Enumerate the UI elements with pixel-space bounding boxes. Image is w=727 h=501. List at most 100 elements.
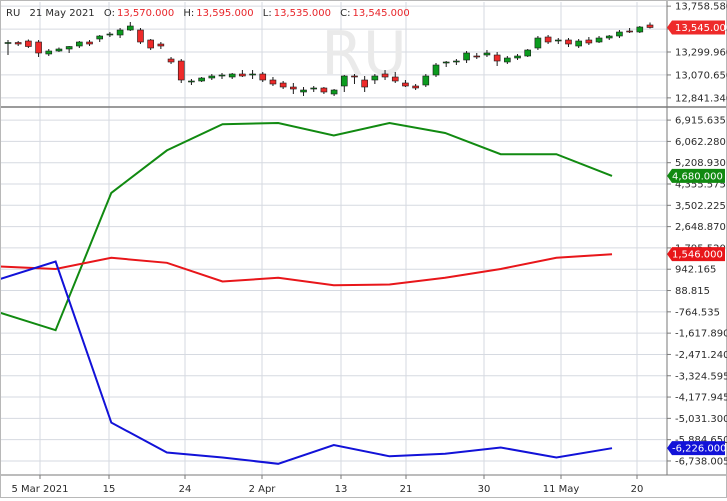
- candle[interactable]: [301, 87, 307, 96]
- candle-body-down: [351, 76, 357, 77]
- series-value-badge-2: 1,546.000: [667, 247, 725, 261]
- candle[interactable]: [494, 52, 500, 66]
- candle[interactable]: [178, 59, 184, 83]
- candle-body-down: [627, 31, 633, 32]
- candle-body-up: [616, 32, 622, 36]
- candle-body-down: [270, 80, 276, 84]
- candle-body-down: [137, 30, 143, 42]
- candle[interactable]: [443, 61, 449, 67]
- candle[interactable]: [25, 40, 31, 49]
- candle[interactable]: [46, 49, 52, 56]
- candle-body-up: [117, 30, 123, 35]
- date-label: 21 May 2021: [29, 8, 94, 19]
- candle[interactable]: [647, 23, 653, 29]
- line-series-3[interactable]: [0, 262, 612, 464]
- candle[interactable]: [606, 35, 612, 40]
- candle-body-up: [453, 61, 459, 62]
- candle[interactable]: [229, 73, 235, 79]
- candle[interactable]: [188, 79, 194, 85]
- candle[interactable]: [15, 41, 21, 46]
- candle[interactable]: [76, 41, 82, 48]
- price-tick-label: 12,841.340: [675, 93, 727, 104]
- candle[interactable]: [137, 28, 143, 44]
- candle[interactable]: [637, 26, 643, 33]
- candle[interactable]: [433, 63, 439, 77]
- candle-body-up: [311, 88, 317, 89]
- candle[interactable]: [596, 36, 602, 43]
- indicator-tick-label: 6,062.280: [675, 137, 726, 148]
- series-badge-label: -6,226.000: [672, 444, 727, 455]
- candle[interactable]: [464, 51, 470, 63]
- indicator-tick-label: -1,617.890: [675, 329, 727, 340]
- candle-body-up: [188, 81, 194, 82]
- candle[interactable]: [199, 77, 205, 82]
- line-series-group: [0, 123, 612, 464]
- indicator-tick-label: 6,915.635: [675, 116, 726, 127]
- candle[interactable]: [97, 35, 103, 42]
- candle[interactable]: [36, 40, 42, 57]
- candle-body-down: [168, 59, 174, 62]
- candle[interactable]: [321, 87, 327, 94]
- series-badge-label: 4,680.000: [672, 171, 723, 182]
- candle-body-up: [504, 58, 510, 62]
- candle[interactable]: [56, 48, 62, 53]
- candle[interactable]: [453, 59, 459, 65]
- candle[interactable]: [331, 89, 337, 96]
- candle-body-up: [372, 76, 378, 80]
- candle-body-up: [199, 78, 205, 81]
- candle[interactable]: [250, 70, 256, 79]
- indicator-tick-label: -3,324.595: [675, 371, 727, 382]
- candle[interactable]: [545, 35, 551, 44]
- candle[interactable]: [616, 30, 622, 38]
- candle-body-down: [565, 40, 571, 44]
- candle[interactable]: [413, 84, 419, 90]
- candle-body-down: [87, 42, 93, 44]
- indicator-tick-label: -4,177.945: [675, 393, 727, 404]
- candle[interactable]: [270, 77, 276, 86]
- candle[interactable]: [515, 54, 521, 60]
- candle[interactable]: [219, 73, 225, 79]
- candle-body-down: [148, 40, 154, 48]
- candle[interactable]: [484, 50, 490, 57]
- candle[interactable]: [87, 40, 93, 46]
- candle[interactable]: [341, 75, 347, 92]
- line-series-2[interactable]: [0, 254, 612, 285]
- candle[interactable]: [239, 70, 245, 77]
- indicator-tick-label: 5,208.930: [675, 158, 726, 169]
- candle[interactable]: [168, 57, 174, 64]
- candle[interactable]: [107, 32, 113, 37]
- candle[interactable]: [525, 49, 531, 57]
- candle[interactable]: [474, 53, 480, 59]
- candle[interactable]: [565, 38, 571, 47]
- high-value: 13,595.000: [196, 8, 253, 19]
- candle[interactable]: [586, 37, 592, 45]
- current-price-label: 13,545.000: [675, 23, 727, 34]
- candle[interactable]: [280, 81, 286, 89]
- candle[interactable]: [423, 74, 429, 87]
- candle[interactable]: [555, 38, 561, 44]
- candle-body-up: [229, 74, 235, 77]
- time-tick-label: 2 Apr: [249, 484, 277, 495]
- candle[interactable]: [158, 42, 164, 49]
- candle[interactable]: [535, 36, 541, 50]
- candle-body-up: [606, 36, 612, 38]
- candle[interactable]: [504, 56, 510, 64]
- candle-body-down: [36, 42, 42, 53]
- candle[interactable]: [290, 83, 296, 94]
- indicator-tick-label: 942.165: [675, 265, 716, 276]
- candle-body-up: [423, 76, 429, 85]
- price-tick-label: 13,299.960: [675, 48, 727, 59]
- candle[interactable]: [148, 39, 154, 50]
- candle-body-down: [239, 74, 245, 76]
- candle-body-down: [362, 80, 368, 87]
- candle[interactable]: [127, 22, 133, 31]
- candle[interactable]: [5, 40, 11, 55]
- candle-body-down: [15, 43, 21, 45]
- price-tick-label: 13,070.650: [675, 70, 727, 81]
- candle[interactable]: [260, 72, 266, 82]
- current-price-badge: 13,545.000: [667, 21, 727, 35]
- candle[interactable]: [311, 86, 317, 92]
- candle[interactable]: [576, 39, 582, 48]
